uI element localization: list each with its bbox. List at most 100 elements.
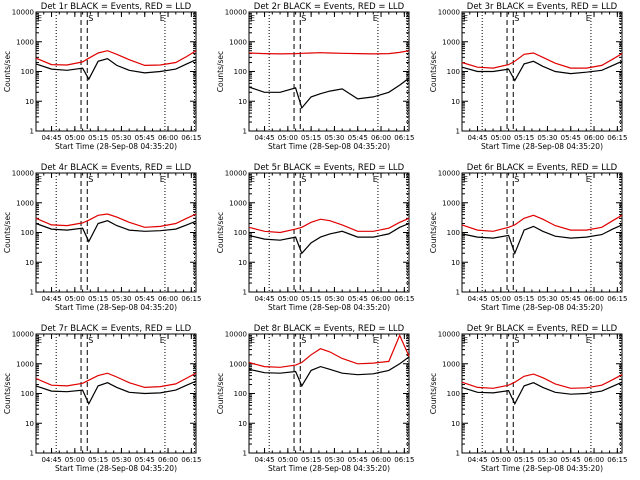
y-tick-label: 100: [447, 68, 460, 76]
event-marker-label: S: [301, 14, 306, 23]
plot-frame: [248, 11, 410, 132]
series-line-events: [35, 58, 197, 81]
x-tick-label: 05:30: [537, 456, 557, 464]
y-axis-label: Counts/sec: [429, 51, 438, 92]
y-tick-label: 1: [30, 289, 34, 297]
event-marker-label: E: [373, 336, 378, 345]
event-marker-label: E: [463, 336, 468, 345]
y-axis-label: Counts/sec: [429, 373, 438, 414]
x-tick-label: 05:45: [348, 456, 368, 464]
y-tick-label: 10000: [225, 331, 247, 339]
y-axis-label: Counts/sec: [216, 373, 225, 414]
event-marker-label: E: [160, 175, 165, 184]
x-tick-label: 05:30: [324, 456, 344, 464]
event-marker-label: E: [586, 14, 591, 23]
y-tick-label: 1000: [442, 199, 460, 207]
x-tick-label: 04:45: [41, 134, 61, 142]
panel-title: Det 9r BLACK = Events, RED = LLD: [467, 324, 618, 334]
y-tick-label: 10000: [12, 170, 34, 178]
event-marker-label: E: [160, 14, 165, 23]
x-tick-label: 06:15: [607, 134, 627, 142]
plot-frame: [35, 172, 197, 293]
y-tick-label: 1: [456, 128, 460, 136]
x-tick-label: 04:45: [41, 456, 61, 464]
series-line-lld: [248, 217, 410, 234]
x-tick-label: 05:30: [537, 295, 557, 303]
event-marker-label: S: [88, 175, 93, 184]
series-line-events: [461, 60, 623, 82]
y-axis-label: Counts/sec: [3, 51, 12, 92]
y-tick-label: 10000: [438, 170, 460, 178]
y-tick-label: 1: [243, 289, 247, 297]
y-tick-label: 100: [447, 229, 460, 237]
y-tick-label: 100: [234, 68, 247, 76]
x-tick-label: 04:45: [467, 456, 487, 464]
x-tick-label: 05:00: [491, 295, 511, 303]
event-marker-label: E: [160, 336, 165, 345]
x-tick-label: 06:15: [394, 295, 414, 303]
y-tick-label: 1: [30, 450, 34, 458]
x-tick-label: 05:15: [88, 295, 108, 303]
y-tick-label: 100: [21, 390, 34, 398]
y-tick-label: 1000: [16, 199, 34, 207]
y-tick-label: 1: [456, 450, 460, 458]
y-axis-label: Counts/sec: [3, 212, 12, 253]
event-marker-label: E: [250, 14, 255, 23]
x-axis-label: Start Time (28-Sep-08 04:35:20): [481, 142, 603, 151]
series-line-lld: [461, 373, 623, 389]
y-tick-label: 1000: [16, 360, 34, 368]
plot-frame: [35, 11, 197, 132]
x-tick-label: 06:00: [158, 134, 178, 142]
x-axis-label: Start Time (28-Sep-08 04:35:20): [268, 142, 390, 151]
x-tick-label: 06:15: [181, 134, 201, 142]
event-marker-label: S: [514, 14, 519, 23]
x-tick-label: 05:15: [301, 134, 321, 142]
x-axis-label: Start Time (28-Sep-08 04:35:20): [55, 142, 177, 151]
event-marker-label: S: [301, 336, 306, 345]
y-tick-label: 10000: [438, 9, 460, 17]
series-line-events: [248, 77, 410, 110]
x-tick-label: 05:00: [65, 134, 85, 142]
x-tick-label: 05:15: [88, 134, 108, 142]
event-marker-label: S: [88, 336, 93, 345]
x-tick-label: 05:00: [278, 295, 298, 303]
y-axis-label: Counts/sec: [429, 212, 438, 253]
x-tick-label: 05:45: [348, 295, 368, 303]
x-tick-label: 05:30: [537, 134, 557, 142]
event-marker-label: S: [88, 14, 93, 23]
event-marker-label: S: [514, 175, 519, 184]
series-line-events: [461, 224, 623, 256]
x-tick-label: 06:00: [371, 295, 391, 303]
x-tick-label: 05:00: [65, 456, 85, 464]
event-marker-label: E: [37, 175, 42, 184]
panel-det-7: Det 7r BLACK = Events, RED = LLD 1 10 100 10…: [3, 324, 201, 473]
event-marker-label: S: [301, 175, 306, 184]
y-tick-label: 10000: [225, 170, 247, 178]
x-axis-label: Start Time (28-Sep-08 04:35:20): [268, 303, 390, 312]
plot-frame: [461, 172, 623, 293]
x-tick-label: 05:45: [135, 134, 155, 142]
x-tick-label: 05:45: [561, 456, 581, 464]
series-line-events: [35, 220, 197, 243]
panel-det-9: Det 9r BLACK = Events, RED = LLD 1 10 100 10…: [429, 324, 627, 473]
x-axis-label: Start Time (28-Sep-08 04:35:20): [55, 303, 177, 312]
y-tick-label: 1: [456, 289, 460, 297]
event-marker-label: E: [37, 336, 42, 345]
event-marker-label: E: [37, 14, 42, 23]
x-tick-label: 05:30: [324, 295, 344, 303]
y-tick-label: 100: [21, 229, 34, 237]
y-tick-label: 1000: [16, 38, 34, 46]
x-tick-label: 04:45: [254, 456, 274, 464]
x-tick-label: 04:45: [254, 134, 274, 142]
panel-title: Det 7r BLACK = Events, RED = LLD: [41, 324, 192, 334]
y-tick-label: 100: [447, 390, 460, 398]
y-tick-label: 1000: [442, 360, 460, 368]
x-tick-label: 05:30: [111, 456, 131, 464]
panel-title: Det 5r BLACK = Events, RED = LLD: [254, 163, 405, 173]
x-tick-label: 05:15: [88, 456, 108, 464]
panel-det-1: Det 1r BLACK = Events, RED = LLD 1 10 100 10…: [3, 2, 201, 151]
y-tick-label: 10: [25, 420, 34, 428]
x-tick-label: 06:00: [584, 295, 604, 303]
panel-title: Det 6r BLACK = Events, RED = LLD: [467, 163, 618, 173]
x-axis-label: Start Time (28-Sep-08 04:35:20): [481, 464, 603, 473]
